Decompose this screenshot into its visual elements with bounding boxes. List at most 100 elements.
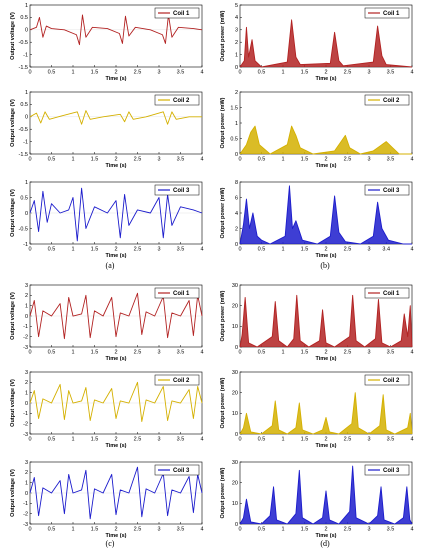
y-tick-label: 3 bbox=[25, 460, 28, 466]
y-tick-label: 0 bbox=[25, 401, 28, 407]
y-axis-label: Output power (mW) bbox=[220, 467, 226, 518]
legend-box bbox=[364, 184, 410, 196]
y-tick-label: 1 bbox=[25, 180, 28, 186]
x-tick-label: 3 bbox=[367, 527, 370, 533]
x-tick-label: 4 bbox=[410, 350, 413, 356]
y-tick-label: 1 bbox=[25, 480, 28, 486]
x-tick-label: 2.5 bbox=[134, 350, 142, 356]
y-tick-label: 6 bbox=[235, 195, 238, 201]
y-tick-label: 0 bbox=[25, 115, 28, 121]
y-tick-label: 5 bbox=[235, 3, 238, 9]
x-axis-label: Time (s) bbox=[106, 163, 127, 169]
y-tick-label: -1 bbox=[23, 411, 28, 417]
x-tick-label: 0.5 bbox=[48, 157, 56, 163]
x-tick-label: 3 bbox=[157, 70, 160, 76]
chart-panel-8: 0 0.5 1 1.5 2 2.5 3 3.5 4 -3 -2 -1 0 1 2 3 Time (s) Outpu… bbox=[10, 460, 204, 539]
x-tick-label: 1.5 bbox=[91, 437, 99, 443]
x-tick-label: 3 bbox=[367, 437, 370, 443]
x-tick-label: 1.5 bbox=[301, 350, 309, 356]
y-axis-label: Output power (mW) bbox=[220, 187, 226, 238]
x-tick-label: 3 bbox=[367, 247, 370, 253]
x-tick-label: 2.5 bbox=[134, 247, 142, 253]
legend-label: Coil 3 bbox=[383, 188, 400, 194]
x-tick-label: 0 bbox=[28, 157, 31, 163]
x-tick-label: 2.5 bbox=[344, 70, 352, 76]
x-tick-label: 1.5 bbox=[91, 157, 99, 163]
x-tick-label: 1 bbox=[281, 437, 284, 443]
x-axis-label: Time (s) bbox=[106, 253, 127, 259]
legend: Coil 2 bbox=[154, 374, 200, 386]
y-axis-label: Output power (mW) bbox=[220, 97, 226, 148]
y-tick-label: 20 bbox=[232, 480, 238, 486]
x-tick-label: 2.5 bbox=[344, 527, 352, 533]
legend: Coil 2 bbox=[154, 94, 200, 106]
x-tick-label: 1 bbox=[281, 527, 284, 533]
x-axis-label: Time (s) bbox=[316, 76, 337, 82]
chart-panel-1: 0 0.5 1 1.5 2 2.5 3 3.5 4 -1.5 -1 -0.5 0 0.5 1 Time (s)… bbox=[10, 90, 204, 169]
x-tick-label: 1 bbox=[71, 70, 74, 76]
x-tick-label: 0.5 bbox=[48, 527, 56, 533]
legend: Coil 1 bbox=[364, 287, 410, 299]
y-axis-label: Output voltage (V) bbox=[10, 292, 16, 340]
legend: Coil 3 bbox=[154, 184, 200, 196]
x-tick-label: 2 bbox=[114, 157, 117, 163]
x-tick-label: 3.5 bbox=[177, 437, 185, 443]
y-tick-label: 0.5 bbox=[20, 102, 28, 108]
x-tick-label: 3.5 bbox=[177, 157, 185, 163]
legend-label: Coil 1 bbox=[383, 11, 400, 17]
x-tick-label: 0 bbox=[238, 70, 241, 76]
y-tick-label: 10 bbox=[232, 324, 238, 330]
series-area bbox=[240, 295, 412, 347]
series-line bbox=[239, 465, 413, 525]
legend-label: Coil 3 bbox=[383, 468, 400, 474]
legend: Coil 2 bbox=[364, 94, 410, 106]
x-tick-label: 1.5 bbox=[91, 350, 99, 356]
y-tick-label: 2 bbox=[25, 293, 28, 299]
x-tick-label: 4 bbox=[410, 437, 413, 443]
y-tick-label: 1 bbox=[25, 303, 28, 309]
y-tick-label: -2 bbox=[23, 421, 28, 427]
caption-c: (c) bbox=[106, 539, 115, 548]
legend-box bbox=[154, 94, 200, 106]
y-tick-label: 10 bbox=[232, 411, 238, 417]
y-tick-label: -3 bbox=[23, 432, 28, 438]
y-tick-label: -1.5 bbox=[19, 65, 28, 71]
y-tick-label: 30 bbox=[232, 283, 238, 289]
legend-box bbox=[364, 287, 410, 299]
chart-panel-5: 0 0.5 1 1.5 2 2.5 3 3.4 4 0 2 4 6 8 Time (s) Output pow… bbox=[220, 180, 414, 259]
x-axis-label: Time (s) bbox=[106, 443, 127, 449]
x-tick-label: 1.5 bbox=[301, 527, 309, 533]
x-tick-label: 1.5 bbox=[91, 527, 99, 533]
legend-box bbox=[154, 184, 200, 196]
x-tick-label: 1.5 bbox=[301, 157, 309, 163]
x-tick-label: 3.5 bbox=[387, 157, 395, 163]
x-tick-label: 4 bbox=[200, 437, 203, 443]
y-tick-label: -1 bbox=[23, 52, 28, 58]
x-tick-label: 2.5 bbox=[344, 157, 352, 163]
x-tick-label: 4 bbox=[200, 247, 203, 253]
chart-panel-10: 0 0.5 1 1.5 2 2.5 3 3.5 4 0 10 20 30 Time (s) Output p… bbox=[220, 370, 414, 449]
series-line bbox=[29, 110, 202, 125]
x-tick-label: 1.5 bbox=[301, 247, 309, 253]
series-area bbox=[240, 19, 412, 68]
x-tick-label: 1 bbox=[281, 247, 284, 253]
x-tick-label: 2 bbox=[324, 157, 327, 163]
legend-box bbox=[364, 464, 410, 476]
x-tick-label: 0.5 bbox=[258, 70, 266, 76]
x-tick-label: 0.5 bbox=[258, 157, 266, 163]
y-axis-label: Output voltage (V) bbox=[10, 469, 16, 517]
x-tick-label: 0 bbox=[28, 350, 31, 356]
legend-box bbox=[154, 287, 200, 299]
chart-panel-3: 0 0.5 1 1.5 2 2.5 3 3.5 4 0 1 2 3 4 5 Time (s) Output po… bbox=[220, 3, 414, 82]
legend: Coil 2 bbox=[364, 374, 410, 386]
series-line bbox=[239, 294, 413, 348]
chart-panel-9: 0 0.5 1 1.5 2 2.5 3 3.5 4 0 10 20 30 Time (s) Output p… bbox=[220, 283, 414, 362]
x-tick-label: 3 bbox=[157, 247, 160, 253]
x-tick-label: 1 bbox=[71, 350, 74, 356]
series-line bbox=[29, 187, 203, 242]
x-tick-label: 0.5 bbox=[48, 247, 56, 253]
x-tick-label: 3 bbox=[367, 70, 370, 76]
x-tick-label: 2 bbox=[324, 527, 327, 533]
y-axis-label: Output voltage (V) bbox=[10, 379, 16, 427]
